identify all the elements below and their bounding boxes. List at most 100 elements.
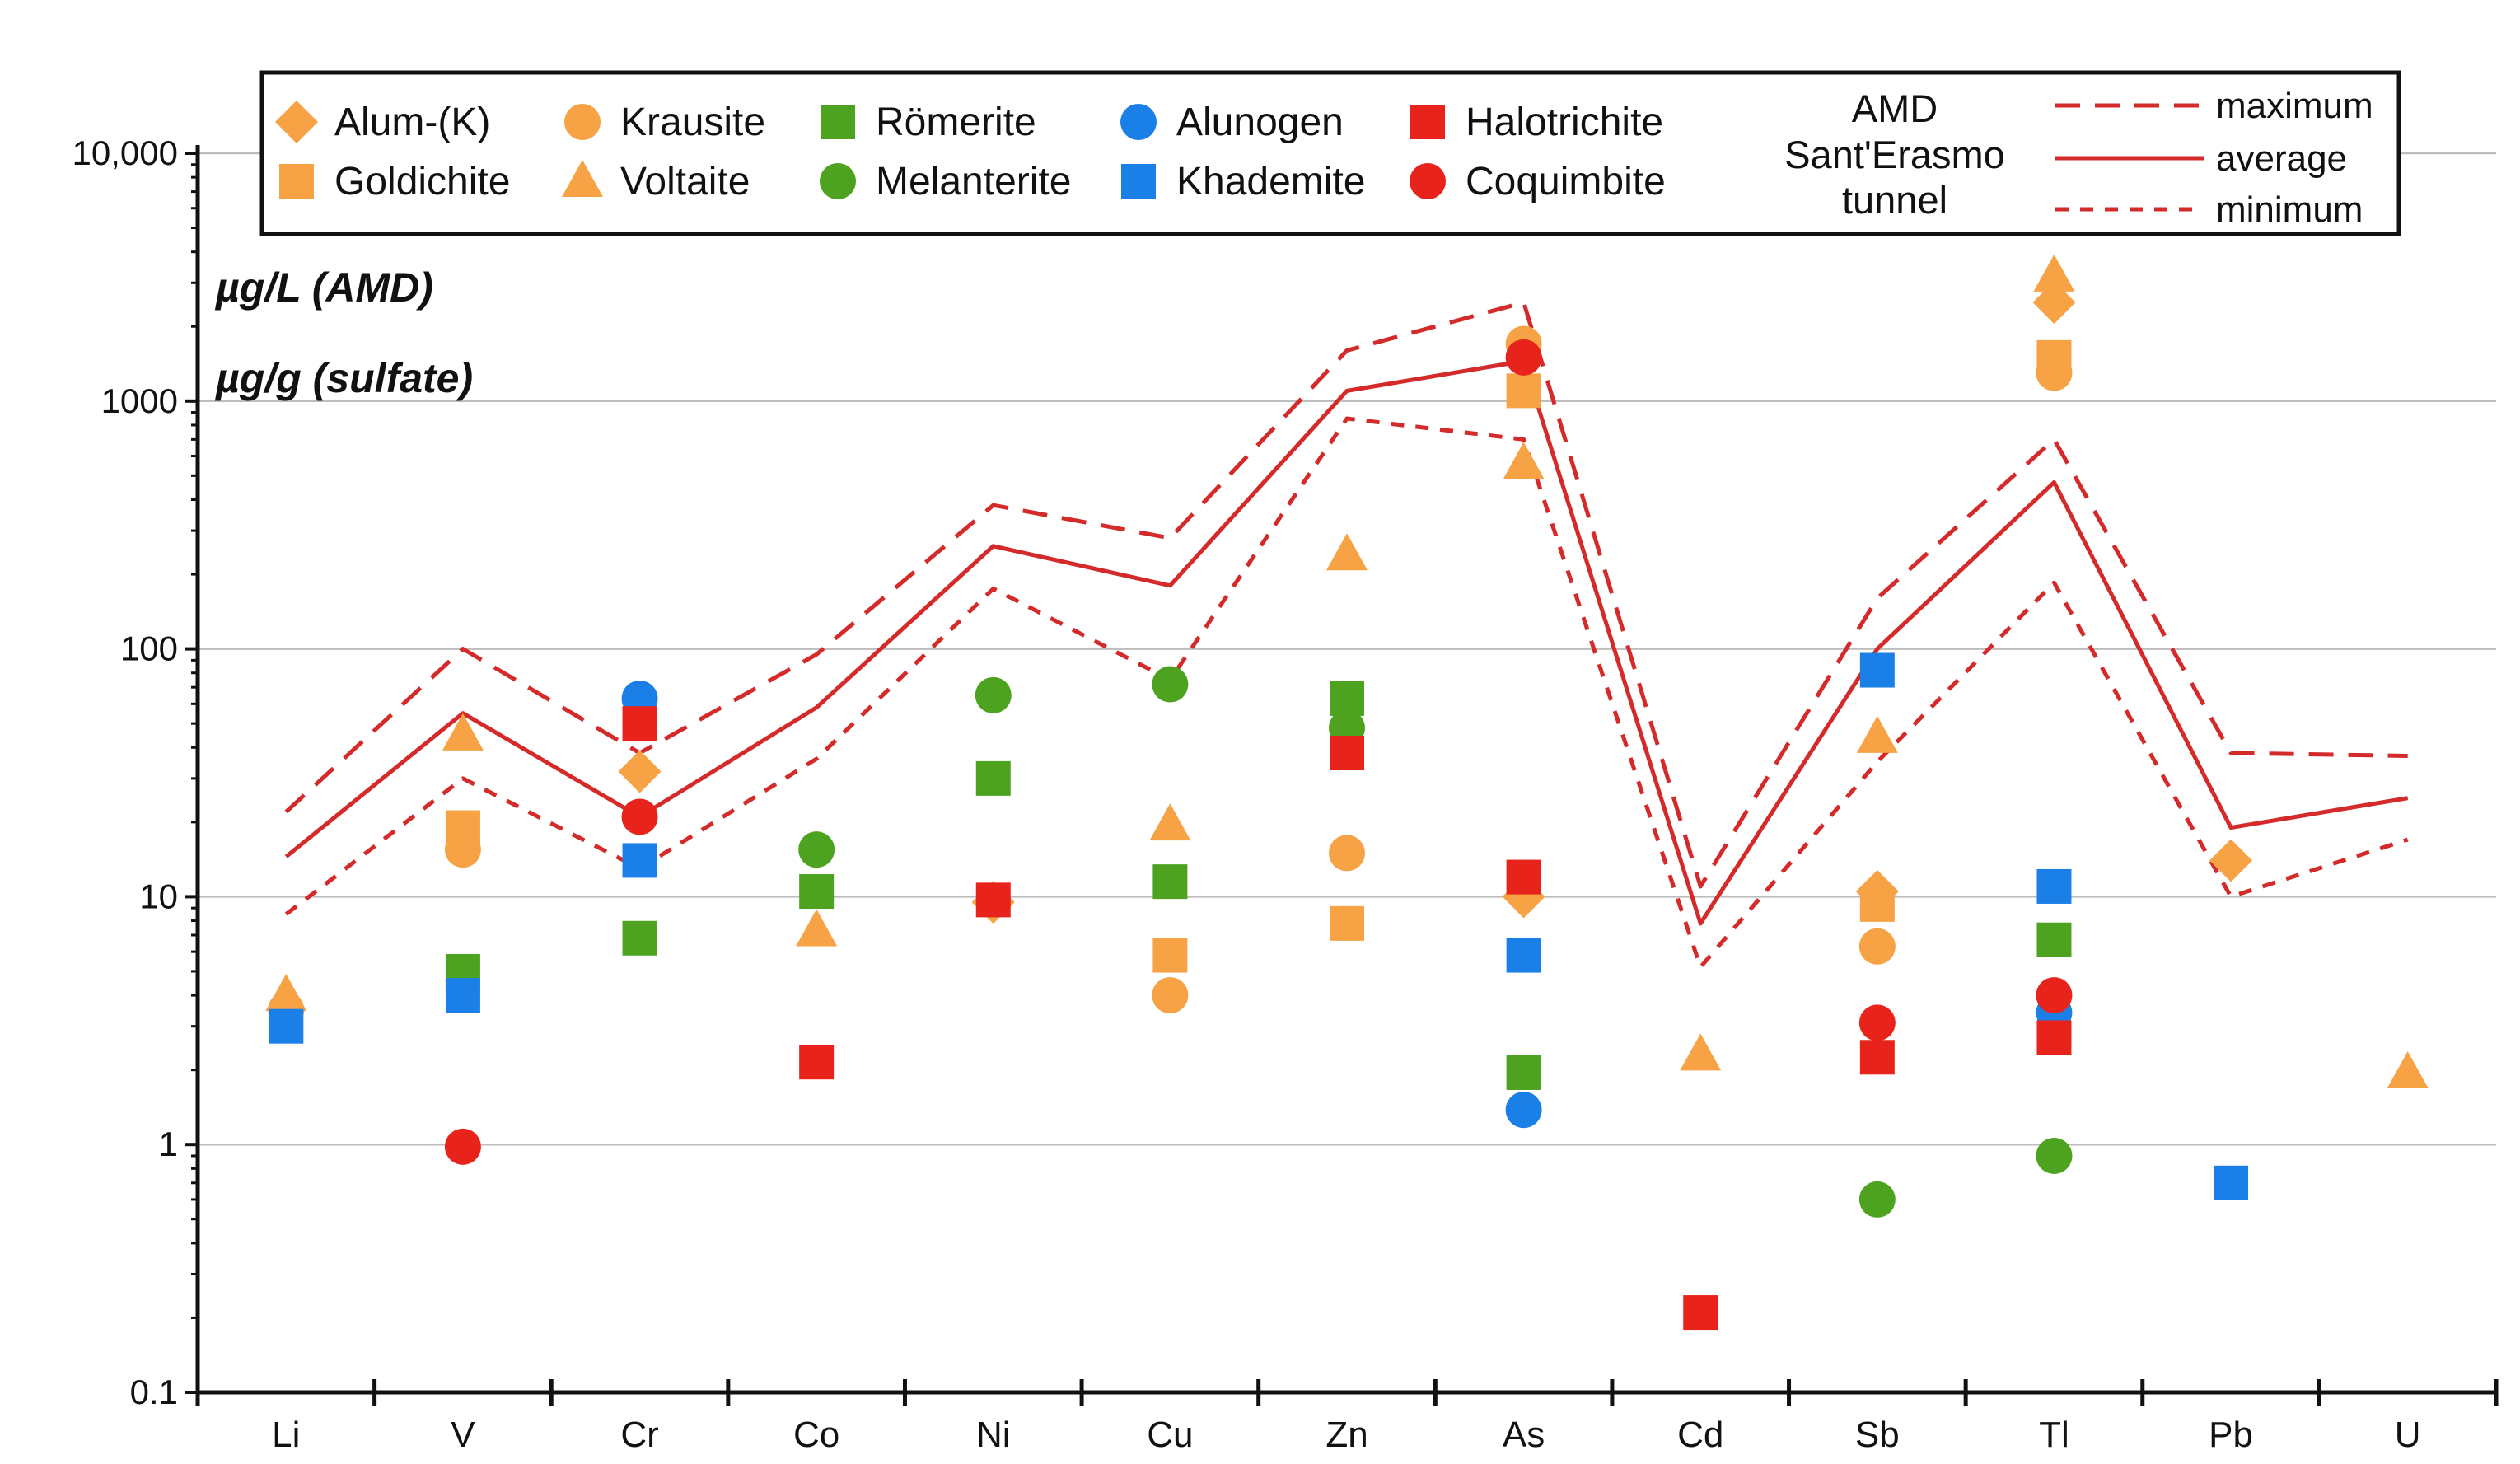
marker-khademite-v (445, 978, 480, 1013)
marker-voltaite-cu (1149, 803, 1191, 841)
x-tick-label-cu: Cu (1147, 1415, 1193, 1455)
marker-voltaite-zn (1326, 533, 1368, 571)
legend: Alum-(K) Goldichite Krausite Voltaite Römeri… (259, 70, 2401, 236)
x-axis-ticks: Li V Cr Co Ni Cu Zn As Cd Sb Tl Pb U (195, 1379, 2499, 1455)
x-tick-label-zn: Zn (1325, 1415, 1368, 1455)
marker-melanterite-sb (1858, 1181, 1896, 1218)
marker-goldichite-as (1506, 373, 1541, 409)
marker-krausite-v (444, 831, 481, 868)
legend-line-label-minimum: minimum (2216, 189, 2363, 230)
marker-goldichite-sb (1859, 886, 1895, 922)
x-tick-label-pb: Pb (2209, 1415, 2253, 1455)
legend-label-alunogen: Alunogen (1176, 101, 1344, 144)
marker-khademite-tl (2036, 868, 2072, 904)
marker-krausite-sb (1858, 928, 1896, 965)
marker-khademite-cr (622, 843, 657, 878)
legend-marker-halotrichite (1410, 105, 1445, 139)
legend-marker-melanterite (820, 163, 856, 199)
legend-label-khademite: Khademite (1176, 160, 1365, 203)
marker-krausite-zn (1329, 835, 1365, 872)
y-tick-label-10: 10 (139, 877, 178, 915)
legend-label-voltaite: Voltaite (620, 160, 750, 203)
legend-label-romerite: Römerite (876, 101, 1036, 144)
marker-voltaite-v (442, 713, 484, 751)
marker-khademite-sb (1859, 652, 1895, 688)
marker-voltaite-tl (2033, 254, 2075, 292)
marker-romerite-cr (622, 920, 657, 956)
gridlines (198, 152, 2496, 1146)
marker-voltaite-sb (1856, 715, 1898, 753)
y-tick-label-0-1: 0.1 (130, 1373, 178, 1411)
marker-romerite-co (799, 874, 835, 910)
axes (195, 145, 2496, 1395)
legend-marker-krausite (564, 104, 601, 140)
y-axis-ticks: 0.1 1 10 100 1000 10,000 (72, 133, 198, 1411)
marker-romerite-cu (1152, 864, 1188, 900)
marker-voltaite-u (2387, 1050, 2429, 1088)
marker-halotrichite-zn (1330, 736, 1364, 771)
x-tick-label-ni: Ni (976, 1415, 1011, 1455)
y-tick-label-1000: 1000 (101, 381, 178, 420)
y-tick-label-1: 1 (159, 1125, 178, 1163)
y-tick-label-100: 100 (120, 629, 178, 668)
legend-items: Alum-(K) Goldichite Krausite Voltaite Römeri… (275, 86, 2373, 230)
x-tick-label-cr: Cr (620, 1415, 658, 1455)
marker-romerite-as (1506, 1055, 1541, 1090)
marker-coquimbite-tl (2036, 977, 2073, 1014)
unit-label-amd: µg/L (AMD) (214, 264, 433, 311)
x-tick-label-v: V (451, 1415, 475, 1455)
marker-khademite-pb (2214, 1165, 2249, 1200)
legend-line-group-title-2: Sant'Erasmo (1784, 133, 2005, 176)
marker-voltaite-cd (1680, 1033, 1722, 1071)
marker-coquimbite-v (444, 1128, 481, 1165)
y-tick-label-10-000: 10,000 (72, 133, 178, 172)
marker-voltaite-co (796, 909, 838, 947)
marker-alunogen-as (1505, 1092, 1542, 1129)
legend-label-goldichite: Goldichite (334, 160, 510, 203)
legend-marker-alum-k (275, 101, 318, 143)
marker-voltaite-as (1503, 442, 1545, 479)
legend-line-group-title-1: AMD (1852, 87, 1938, 130)
marker-khademite-as (1506, 938, 1541, 973)
data-markers (265, 254, 2429, 1331)
legend-label-coquimbite: Coquimbite (1466, 160, 1666, 203)
legend-line-label-average: average (2216, 138, 2347, 179)
marker-halotrichite-sb (1859, 1040, 1895, 1075)
marker-melanterite-cu (1152, 666, 1189, 703)
x-tick-label-li: Li (272, 1415, 300, 1455)
marker-melanterite-co (798, 831, 835, 868)
legend-marker-coquimbite (1410, 163, 1446, 199)
x-tick-label-cd: Cd (1677, 1415, 1723, 1455)
legend-label-halotrichite: Halotrichite (1466, 101, 1663, 144)
marker-halotrichite-cr (622, 706, 657, 741)
marker-halotrichite-tl (2036, 1020, 2072, 1055)
marker-coquimbite-sb (1858, 1004, 1896, 1041)
marker-krausite-tl (2036, 354, 2073, 391)
legend-marker-romerite (821, 105, 855, 139)
marker-voltaite-li (265, 974, 307, 1012)
marker-coquimbite-as (1505, 339, 1542, 376)
marker-halotrichite-co (799, 1045, 835, 1080)
marker-halotrichite-cd (1683, 1295, 1718, 1331)
legend-label-krausite: Krausite (620, 101, 765, 144)
marker-khademite-li (269, 1008, 304, 1044)
legend-label-alum-k: Alum-(K) (334, 101, 490, 144)
marker-romerite-ni (975, 760, 1011, 796)
marker-romerite-tl (2036, 922, 2072, 957)
marker-halotrichite-as (1506, 859, 1541, 895)
marker-melanterite-tl (2036, 1137, 2073, 1174)
marker-krausite-cu (1152, 977, 1189, 1014)
legend-line-label-maximum: maximum (2216, 86, 2373, 126)
x-tick-label-u: U (2395, 1415, 2421, 1455)
marker-alum-k-pb (2209, 839, 2253, 882)
marker-coquimbite-cr (621, 798, 658, 835)
legend-marker-voltaite (562, 160, 603, 197)
marker-goldichite-zn (1330, 905, 1364, 941)
legend-marker-alunogen (1120, 104, 1157, 140)
legend-label-melanterite: Melanterite (876, 160, 1071, 203)
x-tick-label-as: As (1503, 1415, 1545, 1455)
legend-line-group-title-3: tunnel (1842, 178, 1947, 222)
legend-box (259, 70, 2401, 236)
legend-marker-goldichite (279, 164, 314, 199)
